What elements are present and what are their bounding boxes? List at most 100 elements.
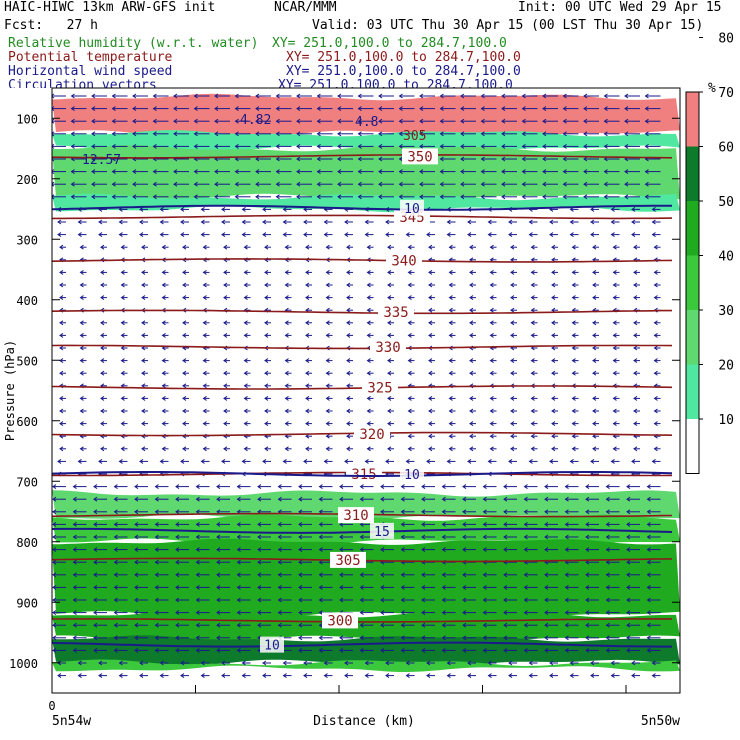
vector-head <box>262 206 267 212</box>
vector-head <box>79 282 84 288</box>
vector-head <box>195 496 200 502</box>
vector-head <box>364 673 369 679</box>
vector-head <box>139 458 144 464</box>
vector-head <box>480 93 485 99</box>
vector-head <box>175 622 180 628</box>
vector-head <box>510 320 515 326</box>
vector-head <box>159 206 164 212</box>
vector-head <box>398 93 403 99</box>
vector-head <box>590 673 595 679</box>
vector-head <box>378 118 383 124</box>
vector-head <box>653 269 658 275</box>
vector-head <box>296 181 301 187</box>
vector-head <box>398 131 403 137</box>
vector-head <box>100 269 105 275</box>
vector-head <box>562 169 567 175</box>
vector-head <box>407 295 412 301</box>
vector-head <box>234 169 239 175</box>
vector-head <box>592 370 597 376</box>
top-contour-label: 4.8 <box>355 115 378 130</box>
vector-head <box>489 358 494 364</box>
colorbar-bin <box>686 419 699 474</box>
vector-head <box>612 408 617 414</box>
vector-head <box>298 622 303 628</box>
vector-head <box>120 332 125 338</box>
vector-head <box>154 509 159 515</box>
vector-head <box>631 660 636 666</box>
vector-head <box>180 673 185 679</box>
vector-head <box>318 635 323 641</box>
vector-head <box>624 93 629 99</box>
vector-head <box>359 496 364 502</box>
vector-head <box>236 559 241 565</box>
vector-head <box>182 408 187 414</box>
vector-head <box>407 320 412 326</box>
theta-contour <box>52 309 672 315</box>
theta-label-bg <box>338 507 374 524</box>
vector-head <box>503 622 508 628</box>
vector-head <box>359 484 364 490</box>
vector-head <box>52 131 55 137</box>
vector-head <box>633 295 638 301</box>
vector-head <box>631 673 636 679</box>
vector-head <box>216 484 221 490</box>
vector-head <box>282 458 287 464</box>
vector-head <box>400 572 405 578</box>
vector-head <box>528 458 533 464</box>
vector-head <box>59 345 64 351</box>
vector-head <box>72 496 77 502</box>
vector-head <box>523 534 528 540</box>
vector-head <box>646 496 651 502</box>
vector-head <box>400 622 405 628</box>
vector-head <box>111 181 116 187</box>
vector-head <box>277 610 282 616</box>
vector-head <box>264 332 269 338</box>
vector-head <box>501 194 506 200</box>
vector-head <box>626 647 631 653</box>
vector-head <box>223 269 228 275</box>
vector-head <box>426 458 431 464</box>
vector-head <box>489 395 494 401</box>
vector-head <box>264 421 269 427</box>
vector-head <box>653 282 658 288</box>
vector-head <box>564 509 569 515</box>
vector-head <box>521 131 526 137</box>
vector-head <box>605 572 610 578</box>
vector-head <box>79 395 84 401</box>
vector-head <box>530 307 535 313</box>
vector-head <box>564 597 569 603</box>
vector-head <box>284 358 289 364</box>
vector-head <box>202 395 207 401</box>
vector-head <box>113 496 118 502</box>
vector-head <box>569 232 574 238</box>
vector-head <box>387 408 392 414</box>
vector-head <box>72 647 77 653</box>
vector-head <box>633 446 638 452</box>
vector-head <box>571 332 576 338</box>
vector-head <box>428 408 433 414</box>
vector-head <box>510 408 515 414</box>
vector-head <box>141 421 146 427</box>
vector-head <box>469 332 474 338</box>
vector-head <box>380 597 385 603</box>
vector-head <box>590 660 595 666</box>
field-xy-rh: XY= 251.0,100.0 to 284.7,100.0 <box>272 36 507 51</box>
vector-head <box>298 521 303 527</box>
vector-head <box>521 93 526 99</box>
vector-head <box>366 332 371 338</box>
colorbar-bin <box>686 146 699 201</box>
vector-head <box>100 370 105 376</box>
vector-head <box>583 143 588 149</box>
vector-head <box>357 156 362 162</box>
vector-head <box>510 446 515 452</box>
vector-head <box>161 332 166 338</box>
vector-head <box>653 395 658 401</box>
vector-head <box>175 635 180 641</box>
vector-head <box>216 496 221 502</box>
vector-head <box>257 559 262 565</box>
vector-head <box>460 106 465 112</box>
vector-head <box>503 647 508 653</box>
vector-head <box>364 660 369 666</box>
vector-head <box>173 169 178 175</box>
vector-head <box>366 295 371 301</box>
